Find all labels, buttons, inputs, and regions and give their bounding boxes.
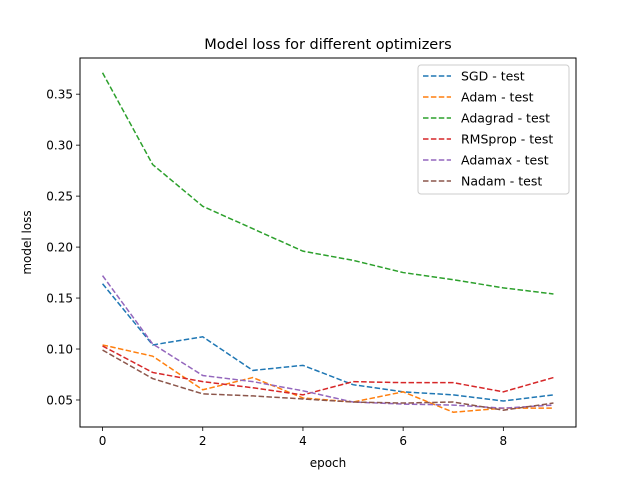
y-tick-label-0: 0.05 xyxy=(46,393,73,407)
plot-lines xyxy=(101,72,554,413)
series-line-4 xyxy=(101,275,554,409)
y-tick-label-2: 0.15 xyxy=(46,292,73,306)
x-tick-label-4: 8 xyxy=(500,434,508,448)
legend-label-3: RMSprop - test xyxy=(461,132,553,147)
legend: SGD - test Adam - test Adagrad - test RMSpr… xyxy=(417,64,570,195)
legend-label-0: SGD - test xyxy=(461,69,525,84)
legend-label-1: Adam - test xyxy=(461,90,534,105)
series-line-3 xyxy=(102,345,554,396)
y-axis: 0.05 0.10 0.15 0.20 0.25 0.30 0.35 xyxy=(46,88,80,407)
x-axis: 0 2 4 6 8 xyxy=(99,427,507,448)
y-tick-label-3: 0.20 xyxy=(46,241,73,255)
y-axis-label: model loss xyxy=(20,210,34,274)
x-tick-label-1: 2 xyxy=(199,434,207,448)
series-line-1 xyxy=(102,344,554,413)
x-tick-label-3: 6 xyxy=(399,434,407,448)
series-line-2 xyxy=(101,72,554,295)
y-tick-label-5: 0.30 xyxy=(46,139,73,153)
chart-title: Model loss for different optimizers xyxy=(204,37,452,53)
y-tick-label-6: 0.35 xyxy=(46,88,73,102)
y-tick-label-4: 0.25 xyxy=(46,190,73,204)
legend-box xyxy=(417,64,570,195)
x-tick-label-0: 0 xyxy=(99,434,107,448)
series-line-0 xyxy=(101,283,554,402)
x-tick-label-2: 4 xyxy=(299,434,307,448)
series-line-5 xyxy=(102,349,554,411)
legend-label-5: Nadam - test xyxy=(461,174,542,189)
plot-frame xyxy=(79,57,577,428)
legend-label-4: Adamax - test xyxy=(461,153,549,168)
x-axis-label: epoch xyxy=(310,456,347,470)
y-tick-label-1: 0.10 xyxy=(46,343,73,357)
legend-label-2: Adagrad - test xyxy=(461,111,550,126)
